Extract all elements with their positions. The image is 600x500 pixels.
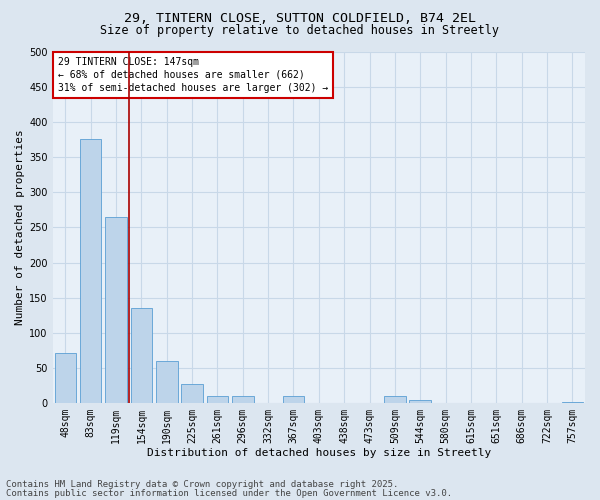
Bar — [55, 352, 76, 403]
X-axis label: Distribution of detached houses by size in Streetly: Distribution of detached houses by size … — [147, 448, 491, 458]
Text: Size of property relative to detached houses in Streetly: Size of property relative to detached ho… — [101, 24, 499, 37]
Bar — [105, 217, 127, 403]
Bar — [283, 396, 304, 403]
Bar — [562, 402, 583, 403]
Text: 29 TINTERN CLOSE: 147sqm
← 68% of detached houses are smaller (662)
31% of semi-: 29 TINTERN CLOSE: 147sqm ← 68% of detach… — [58, 57, 328, 93]
Bar — [181, 384, 203, 403]
Y-axis label: Number of detached properties: Number of detached properties — [15, 130, 25, 325]
Bar — [80, 140, 101, 403]
Bar — [232, 396, 254, 403]
Text: 29, TINTERN CLOSE, SUTTON COLDFIELD, B74 2EL: 29, TINTERN CLOSE, SUTTON COLDFIELD, B74… — [124, 12, 476, 26]
Text: Contains public sector information licensed under the Open Government Licence v3: Contains public sector information licen… — [6, 488, 452, 498]
Bar — [384, 396, 406, 403]
Bar — [409, 400, 431, 403]
Text: Contains HM Land Registry data © Crown copyright and database right 2025.: Contains HM Land Registry data © Crown c… — [6, 480, 398, 489]
Bar — [156, 361, 178, 403]
Bar — [206, 396, 228, 403]
Bar — [131, 308, 152, 403]
